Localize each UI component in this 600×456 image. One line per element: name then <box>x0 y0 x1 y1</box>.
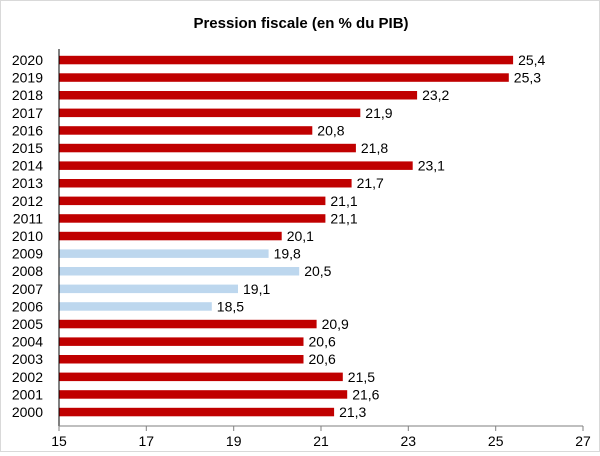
year-label-2019: 2019 <box>12 70 43 86</box>
year-label-2000: 2000 <box>12 404 43 420</box>
axis-layer: 15 17 19 21 23 25 27 <box>51 49 591 449</box>
bar-2019 <box>59 73 509 82</box>
bar-2016 <box>59 126 313 135</box>
bar-2007 <box>59 284 238 294</box>
value-label-2014: 23,1 <box>418 158 445 174</box>
year-label-2004: 2004 <box>12 334 43 350</box>
x-tick-label-17: 17 <box>139 433 155 449</box>
value-label-2006: 18,5 <box>217 298 244 314</box>
bar-2020 <box>59 55 514 65</box>
bar-2000 <box>59 407 335 417</box>
bar-2014 <box>59 161 413 170</box>
x-tick-label-23: 23 <box>401 433 417 449</box>
year-label-2001: 2001 <box>12 386 43 402</box>
year-label-2016: 2016 <box>12 122 43 138</box>
value-label-2009: 19,8 <box>274 246 301 262</box>
year-label-2010: 2010 <box>12 228 43 244</box>
year-label-2011: 2011 <box>13 210 43 226</box>
x-tick-label-19: 19 <box>226 433 242 449</box>
bar-2004 <box>59 337 304 346</box>
bar-2011 <box>59 214 326 223</box>
year-label-2020: 2020 <box>12 52 43 68</box>
year-label-2015: 2015 <box>12 140 43 156</box>
x-tick-label-25: 25 <box>488 433 504 449</box>
value-label-2015: 21,8 <box>361 140 388 156</box>
bar-2009 <box>59 249 269 258</box>
value-label-2011: 21,1 <box>330 210 357 226</box>
year-label-2018: 2018 <box>12 87 43 103</box>
value-label-2001: 21,6 <box>352 386 379 402</box>
bar-2005 <box>59 319 317 329</box>
bar-2015 <box>59 143 356 153</box>
bar-2018 <box>59 91 418 100</box>
value-label-2016: 20,8 <box>317 122 344 138</box>
value-label-2017: 21,9 <box>365 105 392 121</box>
value-label-2010: 20,1 <box>287 228 314 244</box>
bar-2017 <box>59 108 361 118</box>
year-label-2012: 2012 <box>12 193 43 209</box>
x-tick-label-27: 27 <box>575 433 591 449</box>
bar-2006 <box>59 302 212 311</box>
chart-title: Pression fiscale (en % du PIB) <box>193 15 408 32</box>
year-label-2005: 2005 <box>12 316 43 332</box>
year-label-2007: 2007 <box>12 281 43 297</box>
x-tick-label-21: 21 <box>313 433 329 449</box>
value-label-2002: 21,5 <box>348 369 375 385</box>
year-label-2006: 2006 <box>12 298 43 314</box>
bar-2002 <box>59 372 343 382</box>
value-label-2020: 25,4 <box>518 52 545 68</box>
bars-layer: 2020 25,4 2019 25,3 2018 23,2 2017 21,9 2016 20,8… <box>12 52 546 420</box>
year-label-2003: 2003 <box>12 351 43 367</box>
value-label-2007: 19,1 <box>243 281 270 297</box>
bar-2010 <box>59 231 282 241</box>
value-label-2004: 20,6 <box>309 334 336 350</box>
bar-2003 <box>59 355 304 364</box>
year-label-2009: 2009 <box>12 246 43 262</box>
bar-2001 <box>59 390 348 399</box>
value-label-2019: 25,3 <box>514 70 541 86</box>
value-label-2018: 23,2 <box>422 87 449 103</box>
year-label-2017: 2017 <box>12 105 43 121</box>
bar-2013 <box>59 179 352 188</box>
value-label-2003: 20,6 <box>309 351 336 367</box>
value-label-2013: 21,7 <box>357 175 384 191</box>
bar-2012 <box>59 196 326 206</box>
x-tick-label-15: 15 <box>51 433 67 449</box>
value-label-2000: 21,3 <box>339 404 366 420</box>
bar-2008 <box>59 267 300 276</box>
year-label-2013: 2013 <box>12 175 43 191</box>
value-label-2012: 21,1 <box>330 193 357 209</box>
year-label-2002: 2002 <box>12 369 43 385</box>
year-label-2014: 2014 <box>12 158 43 174</box>
year-label-2008: 2008 <box>12 263 43 279</box>
value-label-2008: 20,5 <box>304 263 331 279</box>
value-label-2005: 20,9 <box>322 316 349 332</box>
